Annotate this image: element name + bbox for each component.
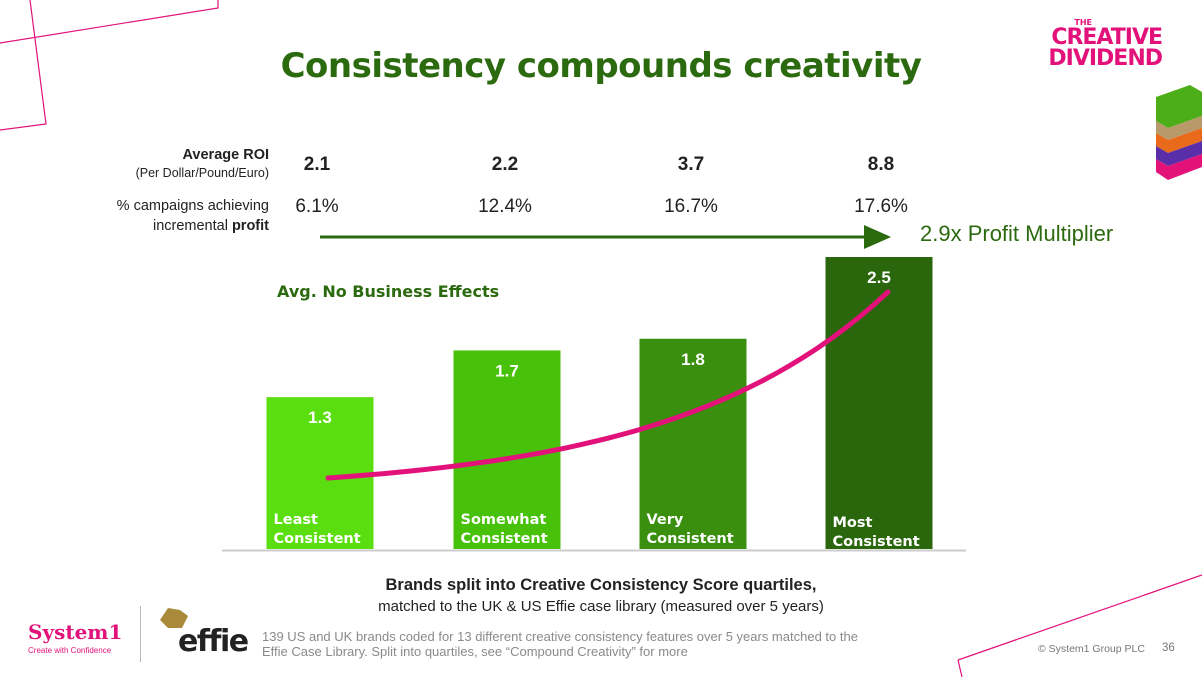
roi-label-main: Average ROI	[182, 147, 270, 163]
category-label-2-line-1: Somewhat	[461, 512, 547, 528]
brand-line-1: THE	[1074, 18, 1092, 27]
brand-line-3: DIVIDEND	[1048, 46, 1163, 71]
copyright: © System1 Group PLC	[1038, 643, 1145, 655]
footnote-line-1: 139 US and UK brands coded for 13 differ…	[262, 629, 858, 644]
pct-label-line1: % campaigns achieving	[116, 198, 269, 214]
page-title: Consistency compounds creativity	[280, 46, 922, 86]
bar-value-label-1: 1.3	[308, 408, 332, 427]
caption-line-2: matched to the UK & US Effie case librar…	[378, 598, 824, 615]
footnote-line-2: Effie Case Library. Split into quartiles…	[262, 644, 688, 659]
pct-label-bold: profit	[231, 218, 269, 234]
pct-row-label: % campaigns achieving incremental profit	[117, 196, 269, 236]
creative-dividend-logo: THE CREATIVE DIVIDEND	[1048, 18, 1163, 71]
pct-value-3: 16.7%	[664, 196, 718, 217]
bar-value-label-2: 1.7	[495, 361, 519, 380]
category-label-3-line-1: Very	[647, 512, 684, 528]
bar-value-label-4: 2.5	[867, 268, 891, 287]
category-label-2-line-2: Consistent	[461, 531, 548, 547]
bar-4	[825, 257, 933, 549]
trend-curve	[325, 289, 891, 481]
roi-value-2: 2.2	[491, 154, 519, 175]
logo-divider	[140, 606, 141, 662]
effie-logo: effie	[178, 624, 249, 659]
bar-3	[639, 338, 747, 549]
system1-tagline: Create with Confidence	[28, 646, 112, 655]
category-label-4-line-1: Most	[833, 515, 873, 531]
roi-value-4: 8.8	[867, 154, 895, 175]
profit-multiplier-label: 2.9x Profit Multiplier	[920, 221, 1114, 246]
bar-value-label-3: 1.8	[681, 350, 705, 369]
no-effects-label: Avg. No Business Effects	[277, 282, 500, 301]
category-label-4-line-2: Consistent	[833, 534, 920, 550]
category-label-1-line-1: Least	[274, 512, 318, 528]
roi-row-label: Average ROI (Per Dollar/Pound/Euro)	[136, 147, 269, 180]
pct-value-2: 12.4%	[478, 196, 532, 217]
roi-value-3: 3.7	[677, 154, 705, 175]
brand-line-2: CREATIVE	[1051, 25, 1163, 50]
category-label-1-line-2: Consistent	[274, 531, 361, 547]
stacked-blocks-icon	[1156, 85, 1202, 180]
pct-value-1: 6.1%	[295, 196, 339, 217]
page-number: 36	[1162, 642, 1175, 654]
roi-label-sub: (Per Dollar/Pound/Euro)	[135, 166, 269, 180]
footnote: 139 US and UK brands coded for 13 differ…	[262, 629, 962, 659]
category-label-3-line-2: Consistent	[647, 531, 734, 547]
bar-2	[453, 350, 561, 549]
system1-logo: System1	[28, 620, 123, 644]
roi-value-1: 2.1	[303, 154, 331, 175]
bar-1	[266, 397, 374, 549]
pct-value-4: 17.6%	[854, 196, 908, 217]
caption-line-1: Brands split into Creative Consistency S…	[385, 576, 817, 594]
effie-statue-icon	[160, 608, 188, 628]
pct-label-line2: incremental profit	[152, 218, 269, 234]
